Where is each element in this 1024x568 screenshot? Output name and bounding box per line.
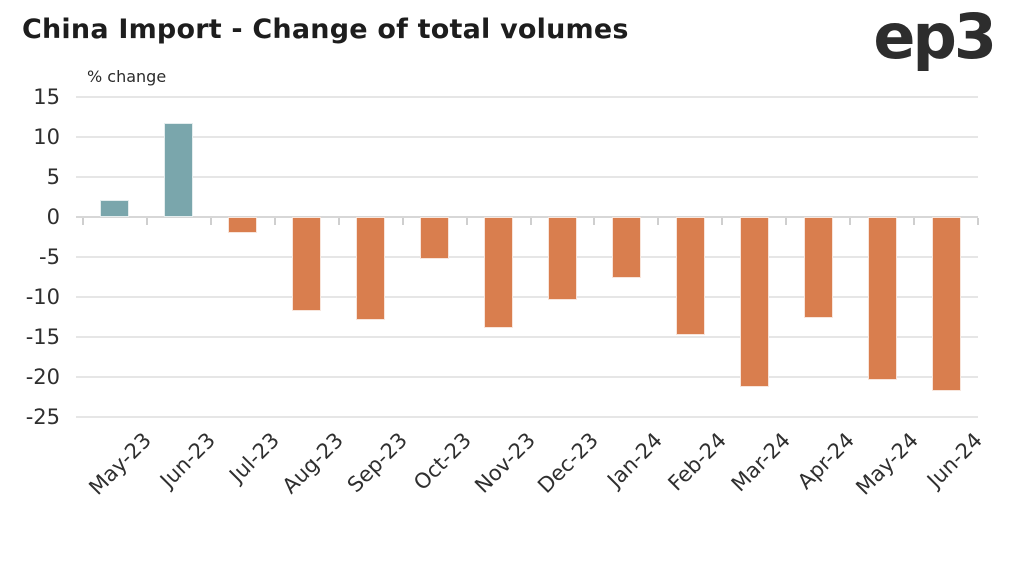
y-tick-label: -15 <box>25 325 60 349</box>
y-tick-label: -5 <box>39 245 60 269</box>
axis-tick <box>209 218 212 225</box>
axis-tick <box>913 218 916 225</box>
bar-Jun-23 <box>164 122 194 217</box>
gridline <box>76 376 978 378</box>
bar-Mar-24 <box>739 217 769 387</box>
bar-Jun-24 <box>931 217 961 391</box>
bar-Feb-24 <box>675 217 705 335</box>
axis-tick <box>593 218 596 225</box>
gridline <box>76 416 978 418</box>
y-tick-label: -10 <box>25 285 60 309</box>
y-tick-label: -25 <box>25 405 60 429</box>
axis-tick <box>657 218 660 225</box>
bar-Jul-23 <box>228 217 258 233</box>
bar-May-24 <box>867 217 897 381</box>
y-tick-label: 10 <box>33 125 60 149</box>
axis-tick <box>465 218 468 225</box>
axis-tick <box>721 218 724 225</box>
axis-tick <box>849 218 852 225</box>
bar-Sep-23 <box>356 217 386 321</box>
y-tick-label: -20 <box>25 365 60 389</box>
axis-tick <box>785 218 788 225</box>
gridline <box>76 256 978 258</box>
gridline <box>76 336 978 338</box>
bar-Dec-23 <box>547 217 577 301</box>
axis-tick <box>977 218 979 225</box>
bar-Nov-23 <box>484 217 514 329</box>
gridline <box>76 136 978 138</box>
axis-tick <box>82 218 84 225</box>
y-tick-label: 0 <box>46 205 60 229</box>
bar-Oct-23 <box>420 217 450 260</box>
bar-May-23 <box>100 200 130 217</box>
x-axis-line <box>76 216 978 218</box>
bar-Aug-23 <box>292 217 322 311</box>
ep3-logo: ep3 <box>873 0 997 73</box>
axis-tick <box>401 218 404 225</box>
y-tick-label: 5 <box>46 165 60 189</box>
axis-tick <box>337 218 340 225</box>
bar-Apr-24 <box>803 217 833 318</box>
y-tick-label: 15 <box>33 85 60 109</box>
gridline <box>76 176 978 178</box>
y-axis-title: % change <box>87 67 167 86</box>
bar-Jan-24 <box>611 217 641 278</box>
page-title: China Import - Change of total volumes <box>22 14 629 45</box>
gridline <box>76 296 978 298</box>
axis-tick <box>529 218 532 225</box>
axis-tick <box>273 218 276 225</box>
gridline <box>76 96 978 98</box>
axis-tick <box>145 218 148 225</box>
